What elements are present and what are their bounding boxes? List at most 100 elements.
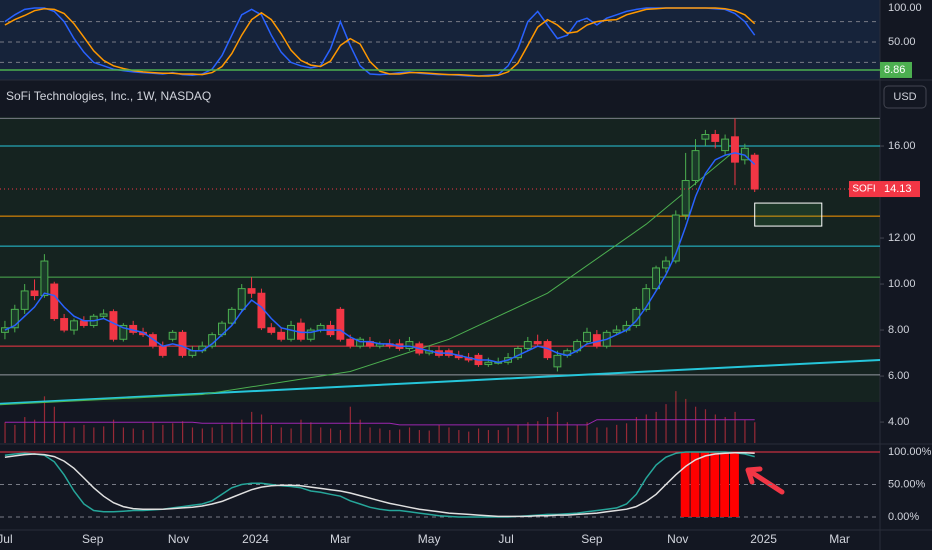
trend-line	[0, 150, 736, 406]
x-tick-label: Sep	[581, 532, 603, 546]
volume-bar	[290, 428, 292, 443]
candle-body	[671, 214, 680, 262]
volume-bar	[251, 411, 253, 443]
arrow-annotation	[745, 466, 785, 495]
price-tag	[880, 181, 920, 198]
trend-line	[0, 359, 881, 405]
x-tick-label: Jul	[498, 532, 513, 546]
volume-bar	[556, 411, 559, 443]
x-tick-label: May	[418, 532, 441, 546]
volume-bar	[448, 427, 450, 443]
volume-bar	[754, 422, 756, 443]
volume-bar	[63, 422, 65, 443]
candle-body	[168, 331, 177, 340]
volume-bar	[152, 422, 154, 443]
volume-bar	[734, 411, 736, 443]
last-price-label: 14.13	[884, 183, 912, 195]
volume-bar	[43, 396, 46, 443]
volume-bar	[566, 422, 568, 443]
volume-bar	[625, 423, 628, 443]
candle-body	[277, 331, 286, 340]
y-tick-label: 10.00	[888, 278, 916, 290]
x-tick-label: Mar	[330, 532, 351, 546]
volume-bar	[320, 427, 322, 443]
candle-body	[711, 134, 720, 142]
indicator-line	[4, 451, 755, 518]
candle-body	[612, 329, 621, 333]
volume-bar	[428, 430, 430, 443]
volume-bar	[162, 424, 164, 443]
candle-body	[523, 341, 532, 349]
volume-bar	[704, 409, 707, 443]
indicator-line	[4, 7, 756, 77]
volume-bar	[458, 430, 460, 443]
volume-bar	[724, 417, 726, 443]
volume-bar	[418, 430, 420, 443]
volume-bar	[359, 419, 361, 443]
signal-bar	[700, 452, 710, 518]
currency-button[interactable]	[883, 85, 927, 109]
candle-body	[346, 338, 355, 347]
volume-bar	[389, 430, 391, 443]
candle-body	[484, 361, 493, 366]
candle-body	[247, 288, 256, 294]
volume-bar	[83, 424, 85, 443]
volume-bar	[182, 421, 184, 443]
candle-body	[158, 345, 167, 356]
volume-bar	[201, 428, 203, 443]
candle-body	[701, 134, 710, 140]
x-tick-label: Sep	[82, 532, 104, 546]
volume-bar	[93, 427, 95, 443]
volume-bar	[606, 427, 608, 443]
x-tick-label: Nov	[667, 532, 688, 546]
candle-body	[148, 334, 157, 347]
candle-body	[119, 324, 128, 340]
volume-bar	[241, 419, 243, 443]
candle-body	[109, 311, 118, 340]
volume-bar	[221, 424, 223, 443]
volume-bar	[349, 406, 351, 443]
candle-body	[99, 313, 108, 317]
candle-body	[287, 324, 295, 340]
marker-label: 8.86	[884, 64, 905, 76]
volume-bar	[172, 423, 174, 443]
volume-bar	[369, 427, 371, 443]
volume-bar	[477, 428, 480, 443]
indicator-tick-label: 0.00%	[888, 511, 919, 523]
volume-bar	[132, 428, 134, 443]
volume-bar	[260, 414, 263, 443]
volume-bar	[665, 404, 667, 443]
volume-bar	[655, 411, 657, 443]
candle-body	[356, 338, 365, 347]
candle-body	[681, 180, 690, 216]
candle-body	[20, 290, 29, 310]
volume-bar	[329, 428, 332, 443]
volume-ma	[4, 419, 755, 426]
volume-bar	[280, 427, 282, 443]
volume-bar	[744, 419, 746, 443]
volume-bar	[142, 430, 144, 443]
volume-bar	[4, 422, 6, 443]
volume-bar	[53, 406, 55, 443]
volume-bar	[379, 428, 381, 443]
indicator-tick-label: 50.00%	[888, 478, 926, 490]
volume-bar	[675, 391, 677, 443]
volume-bar	[586, 422, 588, 443]
candle-body	[30, 290, 39, 297]
volume-bar	[685, 398, 687, 443]
volume-bar	[507, 427, 509, 443]
indicator-tick-label: 100.00%	[888, 446, 932, 458]
candle-body	[237, 288, 246, 310]
volume-bar	[191, 427, 194, 443]
candle-body	[691, 150, 700, 182]
volume-bar	[339, 430, 342, 443]
volume-bar	[714, 414, 716, 443]
candle-body	[336, 308, 345, 340]
currency[interactable]: USD	[893, 91, 916, 103]
volume-bar	[73, 427, 75, 443]
candle-body	[405, 341, 414, 349]
top-panel-bg	[0, 0, 880, 80]
volume-bar	[547, 417, 549, 443]
candle-body	[10, 308, 19, 329]
volume-bar	[408, 427, 411, 443]
